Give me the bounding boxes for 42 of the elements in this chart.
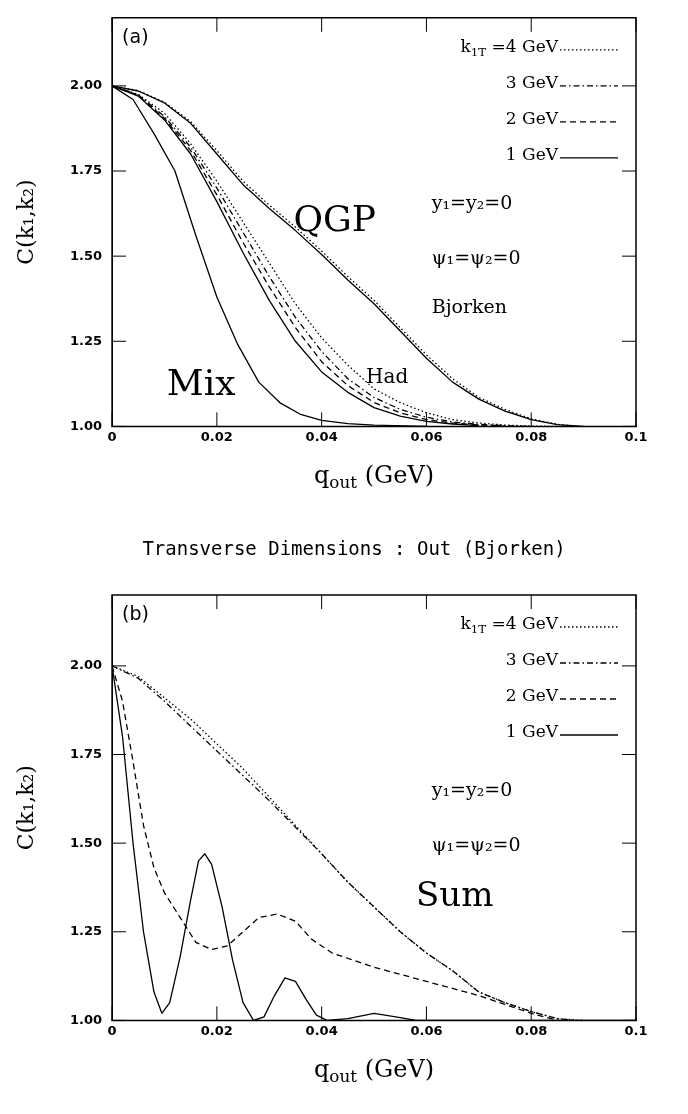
legend-label: 2 GeV <box>505 108 559 129</box>
y-tick-label: 1.25 <box>70 923 103 939</box>
annotation: Mix <box>166 361 236 403</box>
annotation: y₁=y₂=0 <box>430 777 513 800</box>
x-tick-label: 0.02 <box>200 1022 233 1038</box>
y-axis-title: C(k₁,k₂) <box>12 179 38 265</box>
x-tick-label: 0.06 <box>410 1022 443 1038</box>
y-tick-label: 1.50 <box>70 247 103 263</box>
x-tick-label: 0.08 <box>515 1022 548 1038</box>
legend-label: 2 GeV <box>505 685 559 706</box>
y-tick-label: 1.25 <box>70 332 103 348</box>
x-tick-label: 0.02 <box>200 428 233 444</box>
legend-label: 1 GeV <box>505 721 559 742</box>
chart-title: Transverse Dimensions : Out (Bjorken) <box>142 536 566 559</box>
annotation: ψ₁=ψ₂=0 <box>431 245 521 268</box>
annotation: y₁=y₂=0 <box>430 190 513 213</box>
y-tick-label: 1.00 <box>70 417 103 433</box>
x-tick-label: 0.1 <box>624 1022 648 1038</box>
y-tick-label: 1.50 <box>70 834 103 850</box>
x-tick-label: 0.06 <box>410 428 443 444</box>
chart-subtitle: (a) <box>122 24 149 47</box>
y-axis-title: C(k₁,k₂) <box>12 765 38 851</box>
y-tick-label: 1.00 <box>70 1011 103 1027</box>
annotation: Had <box>366 363 409 388</box>
y-tick-label: 2.00 <box>70 657 103 673</box>
x-tick-label: 0 <box>107 1022 117 1038</box>
x-tick-label: 0.04 <box>305 428 338 444</box>
y-tick-label: 1.75 <box>70 745 103 761</box>
annotation: QGP <box>293 198 376 240</box>
y-tick-label: 1.75 <box>70 162 103 178</box>
chart-subtitle: (b) <box>122 601 149 624</box>
x-tick-label: 0.08 <box>515 428 548 444</box>
annotation: ψ₁=ψ₂=0 <box>431 832 521 855</box>
x-tick-label: 0.04 <box>305 1022 338 1038</box>
legend-label: 3 GeV <box>505 649 559 670</box>
legend-label: 1 GeV <box>505 144 559 165</box>
legend-label: 3 GeV <box>505 72 559 93</box>
annotation: Sum <box>415 873 494 914</box>
y-tick-label: 2.00 <box>70 77 103 93</box>
x-tick-label: 0 <box>107 428 117 444</box>
annotation: Bjorken <box>431 294 508 317</box>
x-tick-label: 0.1 <box>624 428 648 444</box>
